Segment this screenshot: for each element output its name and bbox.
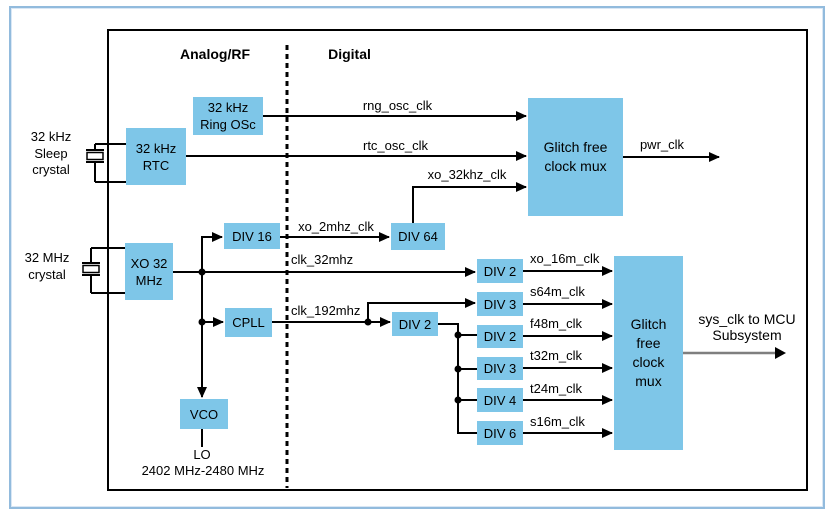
signal-t24m-clk: t24m_clk	[530, 381, 583, 396]
block-div2-xo16m: DIV 2	[477, 259, 523, 283]
signal-s16m-clk: s16m_clk	[530, 414, 585, 429]
chip-boundary	[107, 29, 808, 491]
signal-xo-16m-clk: xo_16m_clk	[530, 251, 600, 266]
wire-sys-clk	[683, 347, 786, 359]
outer-frame	[9, 6, 825, 509]
signal-rtc-osc-clk: rtc_osc_clk	[362, 138, 429, 153]
block-xo: XO 32 MHz	[125, 243, 173, 300]
crystal-body-32khz	[86, 151, 104, 161]
output-pwr-clk: pwr_clk	[639, 137, 685, 152]
section-label-digital: Digital	[328, 46, 371, 62]
signal-xo-2mhz-clk: xo_2mhz_clk	[298, 219, 374, 234]
crystal-symbol-32mhz	[82, 247, 125, 294]
junction-dot	[198, 318, 206, 326]
block-div2-f48m: DIV 2	[477, 325, 523, 348]
signal-rng-osc-clk: rng_osc_clk	[362, 98, 433, 113]
wire-div2mid-bus	[438, 323, 477, 434]
block-cpll: CPLL	[225, 308, 272, 337]
block-div3-t32m: DIV 3	[477, 357, 523, 380]
signal-s64m-clk: s64m_clk	[530, 284, 585, 299]
block-glitch-free-mux-sys: Glitch free clock mux	[614, 256, 683, 450]
junction-dot	[198, 268, 206, 276]
wire-sys-clk-arrowhead	[775, 347, 786, 359]
signal-clk-32mhz: clk_32mhz	[291, 252, 354, 267]
junction-dot	[454, 331, 462, 339]
block-div4-t24m: DIV 4	[477, 388, 523, 412]
annotation-lo-range: 2402 MHz-2480 MHz	[141, 463, 265, 478]
wire-branch-div16	[201, 232, 223, 272]
crystal-symbol-32khz	[86, 143, 126, 183]
block-div6-s16m: DIV 6	[477, 421, 523, 445]
junction-dot	[454, 396, 462, 404]
arrow-wires	[186, 111, 720, 438]
crystal-leads-32mhz	[82, 247, 125, 294]
signal-xo-32khz-clk: xo_32khz_clk	[427, 167, 507, 182]
wire-xo-32khz-clk	[412, 182, 527, 223]
crystal-leads-32khz	[86, 143, 126, 183]
junction-dot	[454, 365, 462, 373]
block-div3-s64m: DIV 3	[477, 292, 523, 316]
block-div16: DIV 16	[224, 223, 280, 249]
section-label-analog-rf: Analog/RF	[180, 46, 250, 62]
junction-dot	[364, 318, 372, 326]
block-ring-osc: 32 kHz Ring OSc	[193, 97, 263, 135]
signal-clk-192mhz: clk_192mhz	[291, 303, 361, 318]
block-div64: DIV 64	[391, 223, 445, 250]
block-rtc: 32 kHz RTC	[126, 128, 186, 185]
annotation-lo: LO	[193, 447, 211, 462]
wire-branch-s64	[367, 298, 476, 322]
label-sleep-crystal: 32 kHz Sleep crystal	[30, 129, 72, 177]
output-sys-clk: sys_clk to MCU Subsystem	[698, 311, 796, 343]
signal-f48m-clk: f48m_clk	[530, 316, 583, 331]
block-glitch-free-mux-pwr: Glitch free clock mux	[528, 98, 623, 216]
crystal-body-32mhz	[82, 264, 100, 274]
block-div2-mid: DIV 2	[392, 312, 438, 336]
signal-t32m-clk: t32m_clk	[530, 348, 583, 363]
block-vco: VCO	[180, 399, 228, 429]
label-mhz-crystal: 32 MHz crystal	[24, 250, 70, 282]
junction-dots	[198, 268, 462, 404]
